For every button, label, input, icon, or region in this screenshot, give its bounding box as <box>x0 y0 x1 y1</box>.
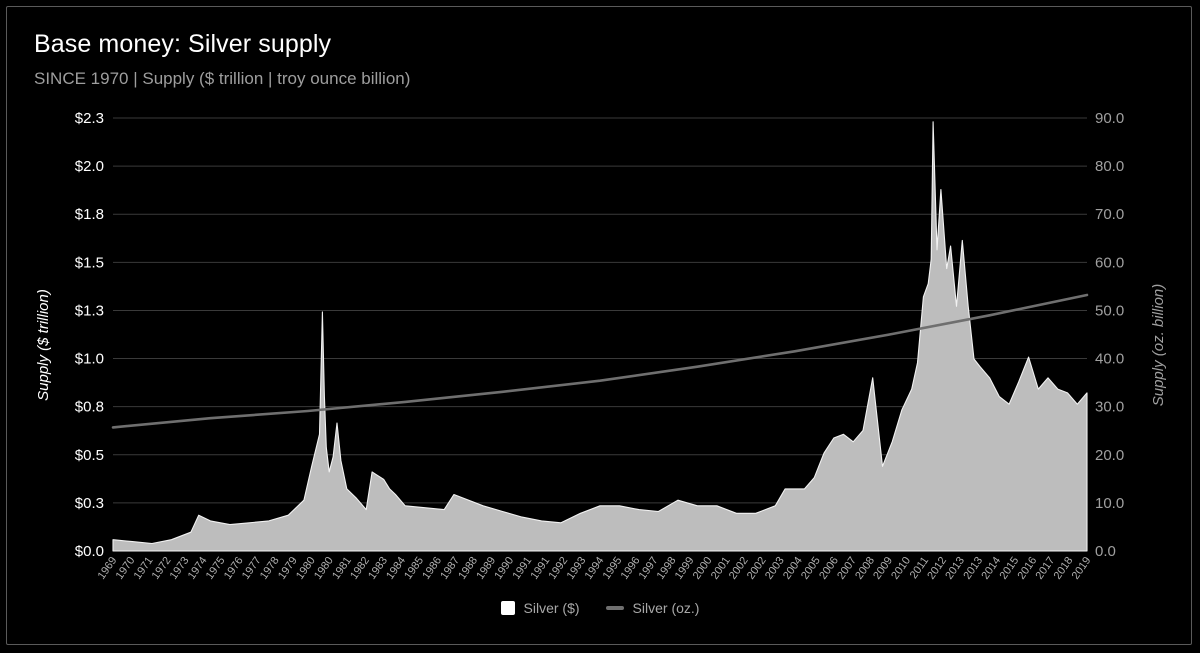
y-tick-label: $1.5 <box>75 254 104 271</box>
x-tick-label: 1986 <box>420 555 444 582</box>
y2-tick-label: 70.0 <box>1095 206 1124 223</box>
legend-item-silver-oz[interactable]: Silver (oz.) <box>605 600 700 616</box>
x-tick-label: 1982 <box>348 555 372 582</box>
x-tick-label: 1999 <box>673 555 697 582</box>
x-tick-label: 1977 <box>240 555 264 582</box>
x-tick-label: 1997 <box>637 555 661 582</box>
area-layer <box>112 121 1088 552</box>
x-tick-label: 1970 <box>114 555 138 582</box>
x-tick-label: 2013 <box>961 555 985 582</box>
x-tick-label: 1979 <box>276 555 300 582</box>
x-tick-label: 1998 <box>655 555 679 582</box>
x-tick-label: 2001 <box>709 555 733 582</box>
legend-swatch-line <box>605 606 624 610</box>
x-tick-label: 1976 <box>222 555 246 582</box>
x-tick-label: 2018 <box>1052 555 1076 582</box>
x-tick-label: 2004 <box>781 555 805 582</box>
y2-tick-label: 30.0 <box>1095 399 1124 416</box>
y-axis-left: $0.0 $0.3 $0.5 $0.8 $1.0 $1.3 $1.5 $1.8 $2.0 $2.3 <box>75 110 104 560</box>
x-tick-label: 1971 <box>132 555 156 582</box>
x-tick-label: 1995 <box>601 555 625 582</box>
x-tick-label: 2005 <box>799 555 823 582</box>
x-tick-label: 2007 <box>835 555 859 582</box>
legend-swatch-area <box>500 601 515 615</box>
x-tick-label: 2000 <box>691 555 715 582</box>
x-tick-label: 1981 <box>330 555 354 582</box>
y-tick-label: $1.3 <box>75 302 104 319</box>
x-tick-label: 1989 <box>474 555 498 582</box>
y2-tick-label: 90.0 <box>1095 110 1124 127</box>
x-tick-label: 1990 <box>492 555 516 582</box>
y-tick-label: $2.3 <box>75 110 104 127</box>
x-tick-label: 1973 <box>168 555 192 582</box>
x-tick-label: 1974 <box>186 555 210 582</box>
y2-tick-label: 60.0 <box>1095 254 1124 271</box>
x-tick-label: 2019 <box>1070 555 1094 582</box>
y-tick-label: $0.3 <box>75 495 104 512</box>
series-area-silver-dollar <box>112 121 1088 552</box>
x-tick-label: 2015 <box>997 555 1021 582</box>
x-tick-label: 1975 <box>204 555 228 582</box>
x-tick-label: 1991 <box>510 555 534 582</box>
y2-tick-label: 10.0 <box>1095 495 1124 512</box>
y2-tick-label: 40.0 <box>1095 351 1124 368</box>
line-layer <box>111 293 1089 429</box>
x-tick-label: 1984 <box>384 555 408 582</box>
y2-tick-label: 0.0 <box>1095 543 1116 560</box>
x-tick-label: 2016 <box>1015 555 1039 582</box>
chart-title: Base money: Silver supply <box>34 30 332 58</box>
y2-axis-label: Supply (oz. billion) <box>1150 284 1167 407</box>
x-tick-label: 2003 <box>763 555 787 582</box>
x-tick-label: 1996 <box>619 555 643 582</box>
y-tick-label: $2.0 <box>75 158 104 175</box>
legend-label: Silver ($) <box>523 600 580 616</box>
chart-subtitle: SINCE 1970 | Supply ($ trillion | troy o… <box>34 69 411 88</box>
x-tick-label: 1985 <box>402 555 426 582</box>
x-tick-label: 1980 <box>294 555 318 582</box>
legend: Silver ($) Silver (oz.) <box>0 600 1200 616</box>
x-tick-label: 1983 <box>366 555 390 582</box>
x-tick-label: 2002 <box>727 555 751 582</box>
x-tick-label: 2002 <box>745 555 769 582</box>
y-tick-label: $0.0 <box>75 543 104 560</box>
x-tick-label: 1994 <box>583 555 607 582</box>
y-tick-label: $0.5 <box>75 447 104 464</box>
legend-label: Silver (oz.) <box>632 600 700 616</box>
x-axis: 1969197019711972197319741975197619771978… <box>96 555 1094 582</box>
x-tick-label: 2006 <box>817 555 841 582</box>
y-tick-label: $1.8 <box>75 206 104 223</box>
x-tick-label: 1987 <box>438 555 462 582</box>
x-tick-label: 1988 <box>456 555 480 582</box>
x-tick-label: 1980 <box>312 555 336 582</box>
x-tick-label: 1992 <box>546 555 570 582</box>
x-tick-label: 2017 <box>1033 555 1057 582</box>
x-tick-label: 2013 <box>943 555 967 582</box>
y-axis-right: 0.0 10.0 20.0 30.0 40.0 50.0 60.0 70.0 80.0 90.0 <box>1095 110 1124 560</box>
x-tick-label: 1978 <box>258 555 282 582</box>
x-tick-label: 2010 <box>889 555 913 582</box>
y-tick-label: $0.8 <box>75 399 104 416</box>
y-tick-label: $1.0 <box>75 351 104 368</box>
x-tick-label: 1991 <box>528 555 552 582</box>
x-tick-label: 2009 <box>871 555 895 582</box>
x-tick-label: 1972 <box>150 555 174 582</box>
y2-tick-label: 50.0 <box>1095 302 1124 319</box>
x-tick-label: 1993 <box>565 555 589 582</box>
legend-item-silver-dollar[interactable]: Silver ($) <box>500 600 580 616</box>
y2-tick-label: 20.0 <box>1095 447 1124 464</box>
x-tick-label: 2014 <box>979 555 1003 582</box>
y2-tick-label: 80.0 <box>1095 158 1124 175</box>
x-tick-label: 2008 <box>853 555 877 582</box>
x-tick-label: 2012 <box>925 555 949 582</box>
y-axis-label: Supply ($ trillion) <box>35 289 52 401</box>
series-line-silver-oz <box>111 293 1089 429</box>
